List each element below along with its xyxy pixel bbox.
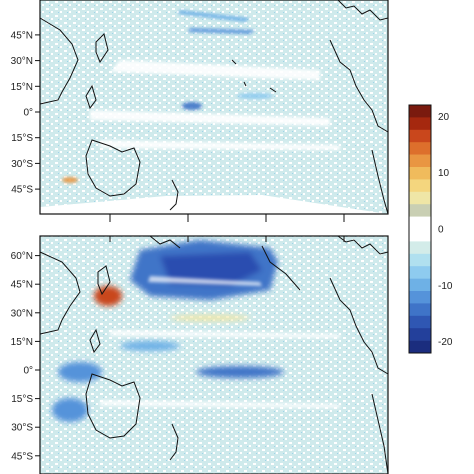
- colorbar-swatch: [409, 142, 431, 155]
- colorbar: 20 10 0 -10 -20: [408, 104, 453, 354]
- lat-tick-label: 15°N: [11, 337, 33, 348]
- colorbar-swatch: [409, 315, 431, 329]
- colorbar-tick-label: -20: [438, 337, 453, 348]
- colorbar-swatch: [409, 229, 431, 242]
- colorbar-frame: [408, 104, 432, 354]
- colorbar-tick-label: 10: [438, 168, 450, 179]
- lat-tick-label: 15°S: [11, 133, 33, 144]
- lat-tick-label: 45°N: [11, 30, 33, 41]
- colorbar-swatch: [409, 340, 431, 354]
- lat-tick-label: 30°S: [11, 159, 33, 170]
- colorbar-swatch: [409, 303, 431, 317]
- top-top-ticks: [109, 214, 345, 222]
- top-latitude-axis: 45°N 30°N 15°N 0° 15°S 30°S 45°S: [11, 30, 40, 196]
- lat-tick-label: 15°N: [11, 82, 33, 93]
- lat-tick-label: 30°N: [11, 308, 33, 319]
- colorbar-swatch: [409, 179, 431, 193]
- bottom-map-panel: 60°N 45°N 30°N 15°N 0° 15°S 30°S 45°S: [11, 235, 389, 474]
- colorbar-tick-label: -10: [438, 281, 453, 292]
- bottom-panel-frame: [39, 235, 389, 474]
- lat-tick-label: 30°S: [11, 423, 33, 434]
- colorbar-swatch: [409, 204, 431, 217]
- colorbar-swatch: [409, 105, 431, 118]
- top-coastlines: [39, 0, 389, 215]
- colorbar-swatch: [409, 253, 431, 267]
- bottom-latitude-axis: 60°N 45°N 30°N 15°N 0° 15°S 30°S 45°S: [11, 251, 40, 462]
- colorbar-swatch: [409, 278, 431, 292]
- colorbar-tick-label: 20: [438, 112, 450, 123]
- colorbar-swatch: [409, 129, 431, 143]
- lat-tick-label: 60°N: [11, 251, 33, 262]
- lat-tick-label: 0°: [23, 366, 33, 377]
- bottom-coastlines: [39, 235, 389, 474]
- lat-tick-label: 45°S: [11, 451, 33, 462]
- lat-tick-label: 45°S: [11, 185, 33, 196]
- lat-tick-label: 45°N: [11, 280, 33, 291]
- top-map-panel: 45°N 30°N 15°N 0° 15°S 30°S 45°S: [11, 0, 389, 222]
- colorbar-tick-label: 0: [438, 225, 444, 236]
- colorbar-swatch: [409, 291, 431, 304]
- top-panel-frame: [39, 0, 389, 215]
- bottom-ocean-field: [40, 236, 388, 474]
- colorbar-swatch: [409, 117, 431, 131]
- top-ocean-field: [40, 0, 388, 214]
- colorbar-swatch: [409, 191, 431, 205]
- colorbar-swatch: [409, 266, 431, 279]
- lat-tick-label: 15°S: [11, 394, 33, 405]
- colorbar-swatch: [409, 216, 431, 230]
- lat-tick-label: 0°: [23, 108, 33, 119]
- colorbar-swatch: [409, 328, 431, 341]
- bottom-top-ticks: [109, 236, 345, 242]
- colorbar-swatch: [409, 167, 431, 180]
- lat-tick-label: 30°N: [11, 56, 33, 67]
- colorbar-swatch: [409, 241, 431, 255]
- colorbar-swatch: [409, 154, 431, 168]
